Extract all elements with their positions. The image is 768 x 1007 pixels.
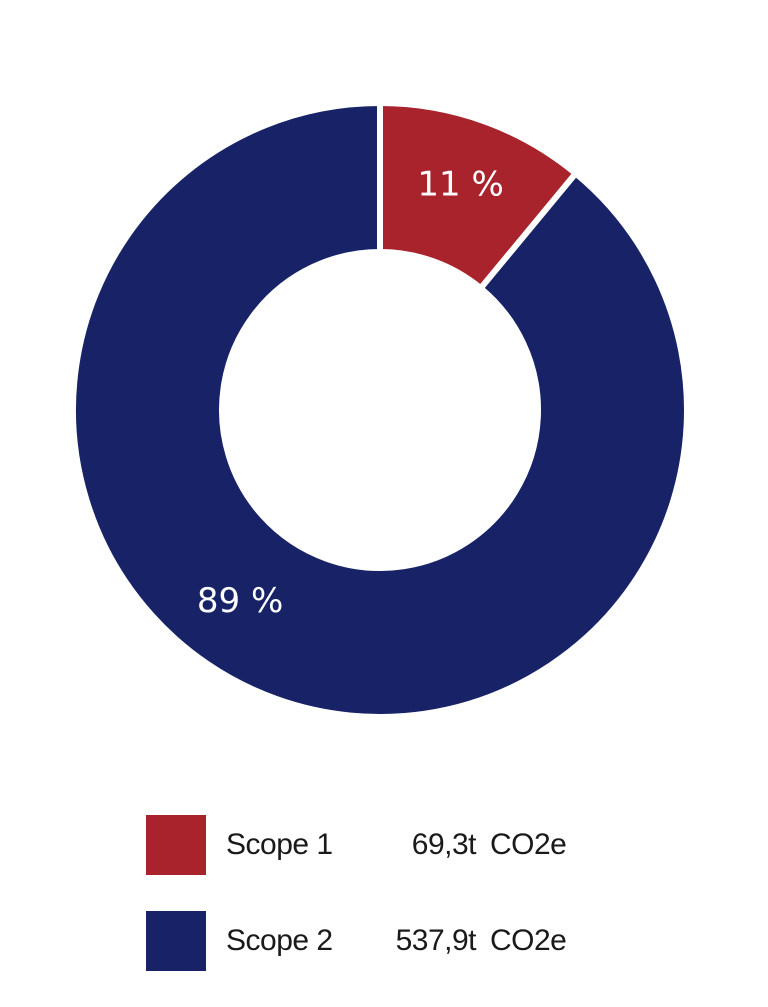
slice-label-scope-2: 89 %: [197, 581, 283, 621]
slice-label-scope-1: 11 %: [417, 165, 503, 205]
legend-value-scope-2: 537,9t: [395, 924, 477, 957]
legend-label-scope-1: Scope 1: [226, 828, 333, 861]
legend-swatch-scope-1: [146, 815, 206, 875]
donut-labels: 11 % 89 %: [197, 165, 504, 621]
legend-value-scope-1: 69,3t: [411, 828, 477, 861]
legend-unit-scope-1: CO2e: [490, 828, 567, 861]
donut-slice-scope-2: [70, 99, 690, 720]
donut-slices: [70, 99, 690, 720]
chart-legend: Scope 1 69,3t CO2e Scope 2 537,9t CO2e: [146, 815, 567, 1007]
legend-label-scope-2: Scope 2: [226, 924, 333, 957]
legend-item-scope-1: Scope 1 69,3t CO2e: [146, 815, 567, 875]
donut-chart: 11 % 89 %: [70, 99, 690, 720]
legend-item-scope-2: Scope 2 537,9t CO2e: [146, 911, 567, 971]
legend-swatch-scope-2: [146, 911, 206, 971]
legend-unit-scope-2: CO2e: [490, 924, 567, 957]
